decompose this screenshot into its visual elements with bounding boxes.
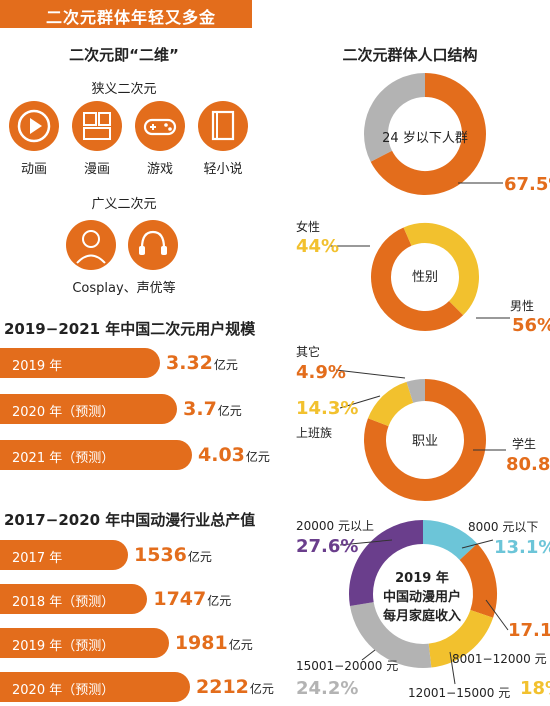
income-12001-label: 12001−15000 元: [408, 686, 511, 700]
gender-slice-0: [371, 227, 464, 331]
job-center-label: 职业: [411, 434, 438, 449]
gamepad-icon: [143, 118, 177, 136]
other-pct: 4.9%: [296, 362, 346, 383]
item-animation: 动画: [20, 162, 47, 177]
student-label: 学生: [512, 437, 537, 451]
other-label: 其它: [296, 345, 321, 359]
gender-center-label: 性别: [411, 270, 438, 285]
item-novel: 轻小说: [203, 162, 243, 177]
income-8000-leader: [461, 539, 494, 549]
output-bar-label-1: 2018 年（预测）: [12, 595, 115, 610]
income-20000-pct: 27.6%: [296, 536, 359, 557]
income-15001-label: 15001−20000 元: [296, 659, 399, 673]
user-scale-title: 2019−2021 年中国二次元用户规模: [4, 320, 256, 338]
income-slice-0: [422, 520, 478, 561]
job-slice-2: [406, 379, 426, 403]
cosplay-figure-icon: [76, 230, 106, 264]
book-icon: [211, 110, 235, 141]
income-8000-label: 8000 元以下: [468, 520, 539, 534]
income-slice-1: [459, 543, 497, 618]
age-pct: 67.5%: [504, 174, 550, 195]
intro-title: 二次元即“二维”: [69, 46, 179, 64]
male-pct: 56%: [512, 315, 550, 336]
income-15001-pct: 24.2%: [296, 678, 359, 699]
income-8001-label: 8001−12000 元: [452, 652, 547, 666]
student-pct: 80.8%: [506, 454, 550, 475]
office-pct: 14.3%: [296, 398, 359, 419]
animation-icon-circle: [9, 101, 59, 151]
age-slice-1: [364, 73, 426, 162]
office-label: 上班族: [296, 426, 333, 440]
income-20000-leader: [339, 539, 393, 546]
comic-icon-circle: [72, 101, 122, 151]
income-12001-leader: [449, 651, 456, 685]
output-bar-value-0: 1536亿元: [134, 544, 212, 566]
users-bar-value-2: 4.03亿元: [198, 444, 270, 466]
population-title: 二次元群体人口结构: [342, 46, 478, 64]
users-bar-label-1: 2020 年（预测）: [12, 405, 115, 420]
output-bar-3: 2020 年（预测）: [0, 672, 190, 702]
income-slice-2: [428, 609, 494, 668]
output-bar-label-0: 2017 年: [12, 551, 63, 566]
output-bar-value-2: 1981亿元: [174, 632, 253, 654]
job-slice-1: [368, 381, 414, 427]
income-center-l2: 中国动漫用户: [382, 590, 461, 605]
users-bar-value-1: 3.7亿元: [183, 398, 242, 420]
output-bar-1: 2018 年（预测）: [0, 584, 148, 614]
female-label: 女性: [296, 220, 321, 234]
narrow-label: 狭义二次元: [91, 82, 157, 97]
output-bar-0: 2017 年: [0, 540, 128, 570]
item-comic: 漫画: [83, 162, 110, 177]
job-slice-0: [364, 379, 486, 501]
broad-label: 广义二次元: [91, 197, 157, 212]
comic-icon: [83, 112, 111, 140]
gender-slice-1: [403, 223, 479, 316]
other-leader: [335, 369, 406, 379]
users-bar-value-0: 3.32亿元: [166, 352, 238, 374]
income-slice-3: [349, 601, 432, 668]
age-center-label: 24 岁以下人群: [382, 131, 468, 146]
item-game: 游戏: [146, 162, 173, 177]
income-20000-label: 20000 元以上: [296, 519, 374, 533]
novel-icon-circle: [198, 101, 248, 151]
output-bar-label-3: 2020 年（预测）: [12, 683, 115, 698]
female-pct: 44%: [296, 236, 340, 257]
users-bar-1: 2020 年（预测）: [0, 394, 178, 424]
income-slice-4: [349, 520, 424, 607]
income-8001-leader: [485, 599, 509, 631]
income-12001-pct: 18%: [520, 678, 550, 699]
broad-items-label: Cosplay、声优等: [72, 281, 176, 296]
users-bar-0: 2019 年: [0, 348, 160, 378]
output-bar-value-1: 1747亿元: [153, 588, 232, 610]
output-bar-label-2: 2019 年（预测）: [12, 639, 115, 654]
output-value-title: 2017−2020 年中国动漫行业总产值: [4, 511, 256, 529]
income-center-l3: 每月家庭收入: [382, 609, 461, 624]
users-bar-label-0: 2019 年: [12, 359, 63, 374]
income-8000-pct: 13.1%: [494, 537, 550, 558]
income-15001-leader: [361, 649, 376, 661]
income-8001-pct: 17.1%: [508, 620, 550, 641]
income-center-l1: 2019 年: [395, 571, 449, 586]
users-bar-2: 2021 年（预测）: [0, 440, 192, 470]
voice-actor-icon-circle: [128, 220, 178, 270]
output-bar-2: 2019 年（预测）: [0, 628, 169, 658]
play-icon: [17, 109, 51, 143]
cosplay-icon-circle: [66, 220, 116, 270]
header-banner: 二次元群体年轻又多金: [0, 0, 252, 28]
users-bar-label-2: 2021 年（预测）: [12, 451, 115, 466]
game-icon-circle: [135, 101, 185, 151]
male-label: 男性: [510, 299, 535, 313]
output-bar-value-3: 2212亿元: [196, 676, 274, 698]
age-slice-0: [370, 73, 486, 195]
office-leader: [339, 395, 381, 409]
banner-title: 二次元群体年轻又多金: [46, 8, 217, 27]
headset-icon: [139, 230, 167, 255]
